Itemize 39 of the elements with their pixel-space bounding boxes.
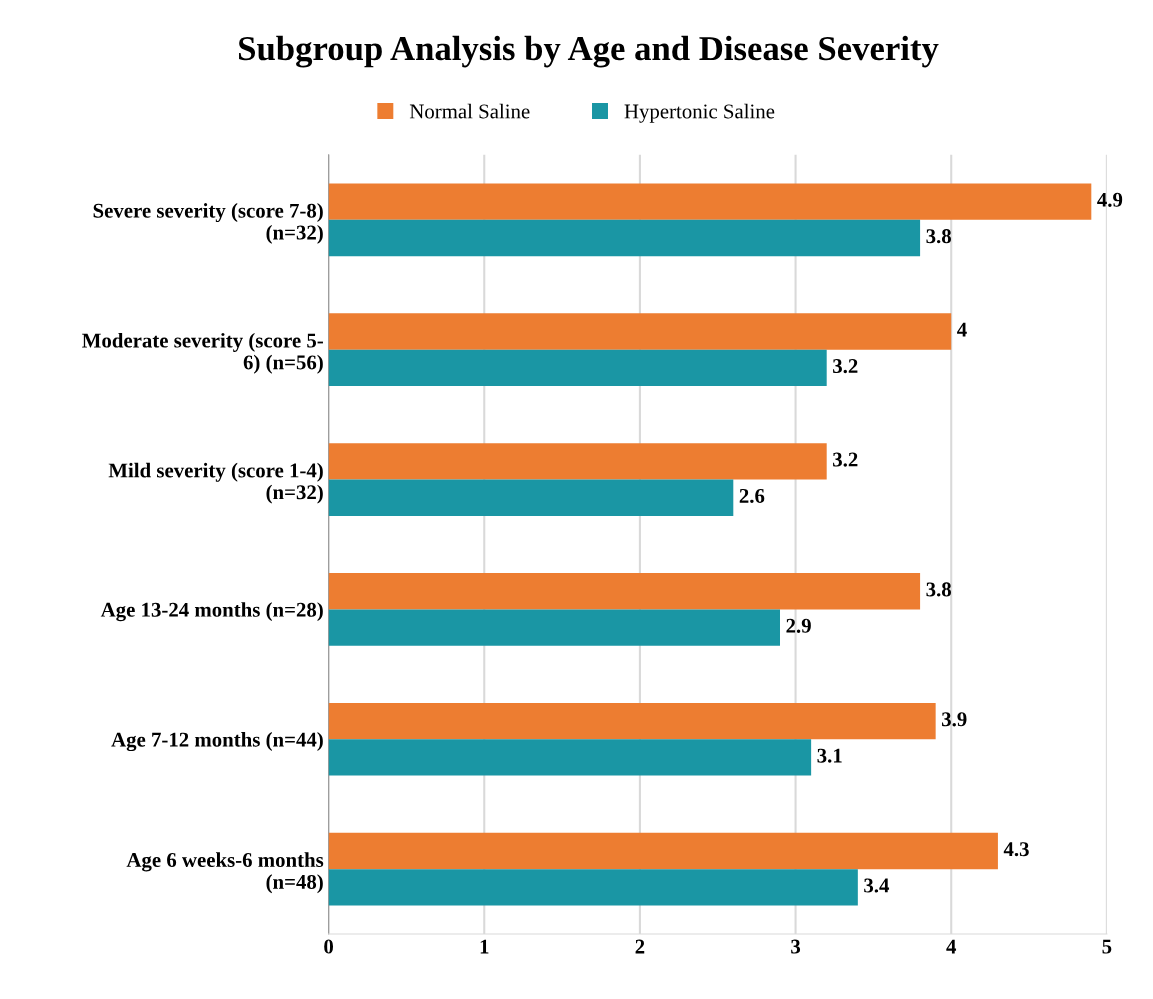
bar	[328, 573, 921, 610]
data-label: 3.1	[817, 748, 842, 763]
data-label: 4.9	[1097, 192, 1123, 207]
legend-label: Normal Saline	[409, 103, 530, 119]
y-tick-label: Age 7-12 months (n=44)	[111, 732, 323, 752]
y-tick-label: Severe severity (score 7-8) (n=32)	[93, 203, 323, 244]
x-tick-label: 3	[791, 939, 801, 954]
data-label: 3.8	[926, 582, 951, 597]
x-tick-label: 0	[324, 939, 334, 954]
bar	[328, 832, 998, 870]
y-tick-label: Mild severity (score 1-4) (n=32)	[108, 462, 323, 504]
y-tick-label: Age 13-24 months (n=28)	[100, 602, 323, 622]
bar	[328, 443, 827, 480]
y-tick-label: Moderate severity (score 5- 6) (n=56)	[82, 332, 323, 374]
bar	[328, 702, 936, 740]
x-tick-label: 4	[946, 939, 957, 954]
data-label: 3.2	[833, 359, 858, 374]
data-label: 3.9	[942, 712, 967, 727]
x-tick-label: 2	[635, 939, 645, 954]
chart-title: Subgroup Analysis by Age and Disease Severity	[239, 35, 939, 68]
data-label: 4.3	[1003, 842, 1029, 857]
bar	[328, 479, 734, 516]
data-label: 3.4	[864, 878, 890, 893]
data-label: 4	[957, 322, 967, 337]
bar	[328, 869, 858, 906]
data-label: 3.8	[926, 229, 951, 244]
bar	[328, 313, 952, 350]
data-label: 2.6	[739, 488, 765, 504]
legend-label: Hypertonic Saline	[624, 103, 775, 123]
bar	[328, 609, 780, 646]
bar	[328, 183, 1092, 220]
data-label: 2.9	[786, 618, 811, 633]
bar	[328, 349, 827, 387]
bar	[328, 739, 812, 776]
x-tick-label: 5	[1102, 939, 1112, 954]
data-label: 3.2	[833, 452, 858, 467]
bar	[328, 219, 921, 257]
x-tick-label: 1	[480, 939, 489, 954]
y-tick-label: Age 6 weeks-6 months (n=48)	[126, 852, 324, 894]
